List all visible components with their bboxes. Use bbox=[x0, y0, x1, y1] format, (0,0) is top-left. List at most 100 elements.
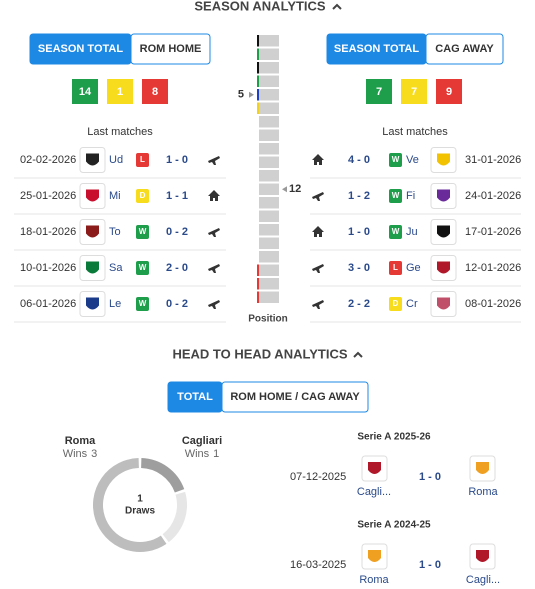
team-logo bbox=[476, 462, 489, 474]
tab[interactable] bbox=[425, 33, 504, 65]
tab[interactable] bbox=[130, 33, 211, 65]
away-icon bbox=[208, 228, 220, 237]
match-date: 24-01-2026 bbox=[465, 190, 521, 202]
result-letter: L bbox=[140, 155, 145, 164]
record-box bbox=[72, 79, 98, 104]
team-name: Ud bbox=[109, 154, 123, 166]
team-name: Sa bbox=[109, 262, 123, 274]
result-badge bbox=[136, 297, 149, 311]
position-cell bbox=[259, 291, 279, 303]
away-icon bbox=[208, 300, 220, 309]
collapse-chevron[interactable] bbox=[353, 351, 363, 358]
record-box bbox=[401, 79, 427, 104]
away-icon bbox=[312, 264, 324, 273]
team-logo bbox=[368, 462, 381, 474]
draws-label: Draws bbox=[125, 506, 155, 517]
donut-segment bbox=[93, 458, 167, 552]
match-date: 12-01-2026 bbox=[465, 262, 521, 274]
match-score: 4 - 0 bbox=[348, 154, 370, 166]
position-cell bbox=[259, 89, 279, 101]
record-box bbox=[366, 79, 392, 104]
donut-segment bbox=[162, 491, 187, 543]
team-logo bbox=[437, 297, 450, 310]
home-icon bbox=[208, 190, 220, 201]
position-zone bbox=[257, 102, 259, 114]
match-date: 08-01-2026 bbox=[465, 298, 521, 310]
position-zone bbox=[257, 62, 259, 74]
result-badge bbox=[136, 261, 149, 275]
match-date: 18-01-2026 bbox=[20, 226, 76, 238]
section-title: HEAD TO HEAD ANALYTICS bbox=[172, 346, 347, 361]
away-team: Cagli... bbox=[466, 574, 500, 586]
result-badge bbox=[389, 189, 402, 203]
position-cell bbox=[259, 278, 279, 290]
section-title: SEASON ANALYTICS bbox=[194, 0, 326, 13]
team-logo bbox=[437, 261, 450, 274]
home-position: 5 bbox=[238, 89, 244, 101]
team-name: Le bbox=[109, 298, 121, 310]
home-position-arrow bbox=[249, 91, 254, 98]
record-value: 7 bbox=[411, 86, 417, 98]
match-score: 0 - 2 bbox=[166, 226, 188, 238]
position-cell bbox=[259, 251, 279, 263]
team-name: Cagliari bbox=[182, 435, 222, 447]
position-cell bbox=[259, 156, 279, 168]
position-cell bbox=[259, 170, 279, 182]
team-logo bbox=[437, 189, 450, 202]
match-score: 1 - 2 bbox=[348, 190, 370, 202]
position-zone bbox=[257, 291, 259, 303]
tab-label: TOTAL bbox=[177, 391, 213, 403]
wins-label: Wins bbox=[185, 448, 210, 460]
position-cell bbox=[259, 116, 279, 128]
position-cell bbox=[259, 75, 279, 87]
record-value: 7 bbox=[376, 86, 382, 98]
position-cell bbox=[259, 62, 279, 74]
result-letter: W bbox=[139, 299, 147, 308]
result-badge bbox=[136, 225, 149, 239]
record-value: 9 bbox=[446, 86, 452, 98]
result-badge bbox=[389, 261, 402, 275]
position-cell bbox=[259, 35, 279, 47]
team-logo bbox=[86, 225, 99, 238]
team-name: Fi bbox=[406, 190, 415, 202]
away-icon bbox=[312, 192, 324, 201]
record-box bbox=[142, 79, 168, 104]
team-logo bbox=[368, 550, 381, 562]
result-letter: D bbox=[140, 191, 146, 200]
record-value: 8 bbox=[152, 86, 158, 98]
record-value: 1 bbox=[117, 86, 123, 98]
team-logo bbox=[437, 153, 450, 166]
position-zone bbox=[257, 75, 259, 87]
result-letter: W bbox=[392, 191, 400, 200]
tab-label: CAG AWAY bbox=[435, 43, 494, 55]
position-cell bbox=[259, 237, 279, 249]
result-letter: W bbox=[392, 155, 400, 164]
result-letter: L bbox=[393, 263, 398, 272]
team-logo bbox=[86, 261, 99, 274]
tab[interactable] bbox=[221, 381, 369, 413]
home-team: Cagli... bbox=[357, 486, 391, 498]
home-icon bbox=[312, 226, 324, 237]
position-zone bbox=[257, 35, 259, 47]
collapse-chevron[interactable] bbox=[332, 3, 342, 10]
team-wins: Wins 1 bbox=[185, 448, 220, 460]
position-cell bbox=[259, 224, 279, 236]
team-name: Ve bbox=[406, 154, 419, 166]
match-score: 1 - 0 bbox=[348, 226, 370, 238]
result-letter: W bbox=[139, 227, 147, 236]
last-matches-title: Last matches bbox=[87, 126, 153, 138]
position-label: Position bbox=[248, 314, 287, 325]
away-team: Roma bbox=[468, 486, 498, 498]
match-score: 1 - 0 bbox=[166, 154, 188, 166]
position-zone bbox=[257, 264, 259, 276]
away-icon bbox=[208, 156, 220, 165]
team-logo bbox=[86, 297, 99, 310]
team-logo bbox=[86, 189, 99, 202]
record-box bbox=[436, 79, 462, 104]
donut-segment bbox=[140, 458, 185, 493]
last-matches-title: Last matches bbox=[382, 126, 448, 138]
team-name: Ju bbox=[406, 226, 418, 238]
match-score: 1 - 1 bbox=[166, 190, 188, 202]
position-cell bbox=[259, 102, 279, 114]
position-cell bbox=[259, 129, 279, 141]
